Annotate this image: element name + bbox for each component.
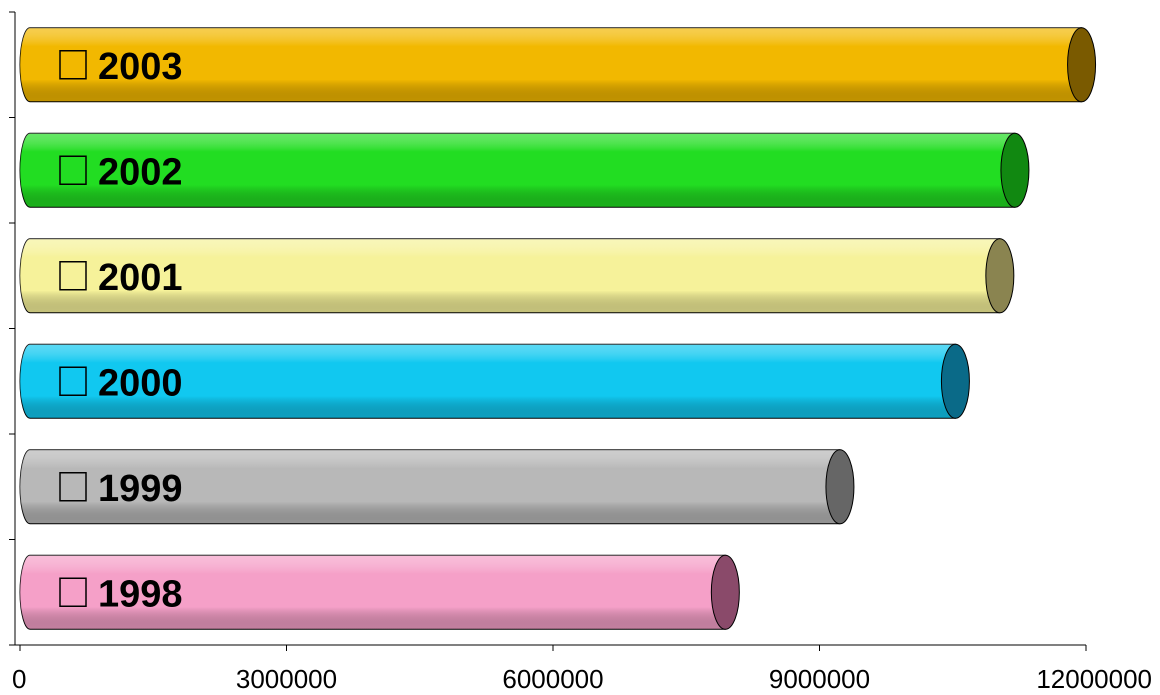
- series-swatch: [59, 50, 87, 80]
- bar-label: 1999: [98, 468, 183, 510]
- series-swatch: [59, 577, 87, 607]
- bar-2002: 2002: [19, 132, 1030, 208]
- x-tick-label: 9000000: [769, 664, 870, 694]
- x-tick-label: 12000000: [1036, 664, 1152, 694]
- bars: 2003 2002 2001 2000 1999 1998: [19, 27, 1097, 630]
- bar-label: 2001: [98, 257, 183, 299]
- bar-end-cap: [940, 343, 970, 419]
- bar-label: 2003: [98, 46, 183, 88]
- series-swatch: [59, 155, 87, 185]
- series-swatch: [59, 366, 87, 396]
- bar-shading: [20, 133, 1015, 208]
- bar-end-cap: [825, 449, 855, 525]
- bar-1998: 1998: [19, 554, 740, 630]
- bar-label: 1998: [98, 573, 183, 615]
- bar-1999: 1999: [19, 449, 855, 525]
- bar-shading: [20, 344, 956, 419]
- bar-2001: 2001: [19, 238, 1015, 314]
- bar-label: 2000: [98, 362, 183, 404]
- bar-shading: [20, 27, 1082, 102]
- bar-2000: 2000: [19, 343, 970, 419]
- series-swatch: [59, 472, 87, 502]
- bar-label: 2002: [98, 151, 183, 193]
- bar-shading: [20, 238, 1000, 313]
- bar-shading: [20, 449, 840, 524]
- x-tick-label: 3000000: [236, 664, 337, 694]
- x-tick-label: 0: [12, 664, 26, 694]
- bar-end-cap: [1000, 132, 1030, 208]
- tick-labels: 0 3000000 6000000 9000000 12000000: [12, 664, 1152, 694]
- axes: [9, 11, 1087, 651]
- x-tick-label: 6000000: [502, 664, 603, 694]
- bar-end-cap: [1067, 27, 1097, 103]
- bar-end-cap: [985, 238, 1015, 314]
- series-swatch: [59, 261, 87, 291]
- bar-end-cap: [710, 554, 740, 630]
- bar-shading: [20, 555, 726, 630]
- bar-2003: 2003: [19, 27, 1097, 103]
